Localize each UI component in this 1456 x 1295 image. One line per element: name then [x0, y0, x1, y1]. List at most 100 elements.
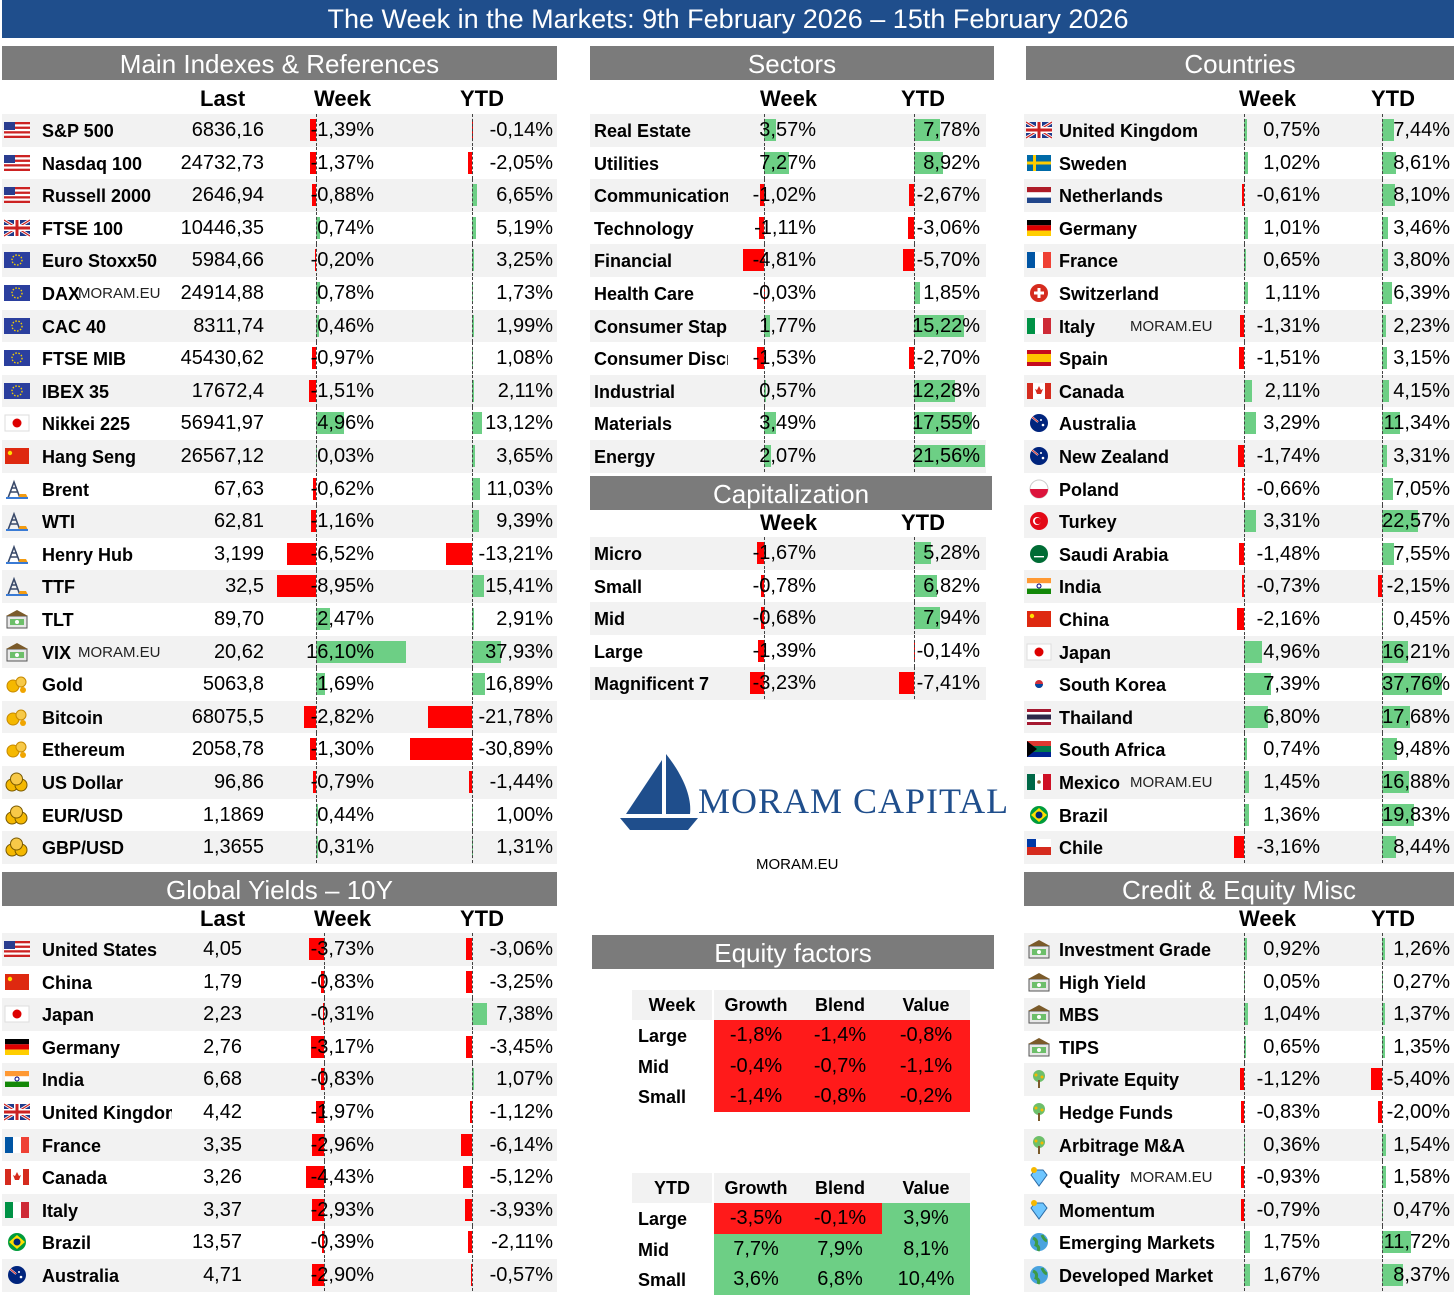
- ytd-value: 8,61%: [1393, 151, 1450, 174]
- week-change-cell: -0,39%: [268, 1226, 378, 1259]
- ytd-bar: [469, 1101, 472, 1123]
- ytd-change-cell: 1,37%: [1324, 998, 1454, 1031]
- ytd-bar: [1382, 1231, 1412, 1254]
- week-change-cell: 0,75%: [1214, 114, 1324, 146]
- ytd-value: 15,41%: [485, 575, 553, 598]
- week-change-cell: -1,39%: [730, 634, 820, 667]
- last-value: 2,76: [203, 1035, 242, 1058]
- week-change-cell: -4,81%: [730, 244, 820, 277]
- row-label: Financial: [594, 251, 673, 272]
- table-row: Mid -0,68% 7,94%: [590, 602, 986, 635]
- week-value: -0,79%: [1256, 1198, 1320, 1221]
- ytd-change-cell: 1,07%: [382, 1063, 557, 1096]
- ytd-bar: [1382, 738, 1398, 761]
- week-value: -4,81%: [752, 249, 816, 272]
- ytd-change-cell: 1,85%: [824, 277, 984, 309]
- factor-cell: -0,7%: [798, 1050, 882, 1081]
- row-label: Arbitrage M&A: [1059, 1135, 1186, 1156]
- poland-flag-icon: [1026, 478, 1052, 500]
- week-value: 4,96%: [317, 412, 374, 435]
- ytd-change-cell: 6,39%: [1324, 277, 1454, 309]
- last-value: 6,68: [203, 1068, 242, 1091]
- week-axis-line: [1244, 998, 1245, 1031]
- factor-cell: -0,8%: [882, 1020, 970, 1051]
- ytd-axis-line: [472, 440, 473, 472]
- week-change-cell: -0,88%: [268, 179, 378, 212]
- week-value: -0,79%: [310, 771, 374, 793]
- ytd-axis-line: [472, 733, 473, 766]
- table-row: TIPS 0,65% 1,35%: [1024, 1030, 1454, 1064]
- switzerland-flag-icon: [1026, 282, 1052, 304]
- week-axis-line: [1244, 635, 1245, 668]
- week-change-cell: 1,11%: [1214, 277, 1324, 309]
- table-row: Momentum -0,79% 0,47%: [1024, 1193, 1454, 1227]
- ytd-bar: [914, 282, 921, 304]
- ytd-change-cell: -2,67%: [824, 179, 984, 212]
- ytd-value: -13,21%: [478, 542, 554, 565]
- week-change-cell: -1,51%: [268, 374, 378, 407]
- ytd-bar: [472, 673, 485, 696]
- table-row: Brazil 13,57 -0,39% -2,11%: [2, 1226, 557, 1259]
- ytd-axis-line: [472, 998, 473, 1031]
- week-value: 0,65%: [1263, 249, 1320, 272]
- last-value: 6836,16: [191, 119, 264, 141]
- col-header-last: Last: [200, 86, 246, 111]
- table-row: IBEX 35 17672,4 -1,51% 2,11%: [2, 374, 557, 408]
- ytd-bar: [1382, 445, 1388, 467]
- week-bar: [1240, 1068, 1244, 1091]
- week-change-cell: 2,07%: [730, 440, 820, 472]
- table-row: Financial -4,81% -5,70%: [590, 244, 986, 277]
- week-axis-line: [1244, 407, 1245, 440]
- week-axis-line: [1244, 1161, 1245, 1194]
- table-row: Japan 4,96% 16,21%: [1024, 635, 1454, 669]
- table-row: United Kingdom 0,75% 7,44%: [1024, 114, 1454, 147]
- ytd-bar: [1382, 216, 1388, 239]
- ytd-value: 9,39%: [496, 510, 553, 533]
- ytd-axis-line: [914, 146, 915, 179]
- table-row: Consumer Staple 1,77% 15,22%: [590, 309, 986, 343]
- last-value: 5984,66: [191, 249, 264, 272]
- table-row: China 1,79 -0,83% -3,25%: [2, 965, 557, 999]
- week-axis-line: [316, 374, 317, 407]
- sweden-flag-icon: [1026, 152, 1052, 174]
- ytd-change-cell: 16,21%: [1324, 635, 1454, 668]
- week-change-cell: -0,73%: [1214, 570, 1324, 603]
- week-value: 2,47%: [317, 608, 374, 630]
- ytd-value: 3,46%: [1393, 216, 1450, 239]
- ytd-axis-line: [472, 965, 473, 998]
- table-row: Small -0,78% 6,82%: [590, 569, 986, 603]
- ytd-change-cell: -5,40%: [1324, 1063, 1454, 1096]
- bank-icon: [1026, 971, 1052, 993]
- ytd-change-cell: 11,72%: [1324, 1226, 1454, 1259]
- row-label: GBP/USD: [42, 838, 125, 859]
- factor-row-label: Small: [638, 1087, 687, 1107]
- week-value: -1,74%: [1256, 445, 1320, 467]
- ytd-axis-line: [472, 374, 473, 407]
- ytd-change-cell: 1,73%: [382, 277, 557, 309]
- ytd-bar: [470, 1264, 472, 1286]
- factor-cell: 10,4%: [882, 1264, 970, 1295]
- ytd-change-cell: -3,25%: [382, 965, 557, 998]
- diamond-icon: [1026, 1199, 1052, 1221]
- ytd-change-cell: -1,44%: [382, 766, 557, 798]
- week-change-cell: -0,79%: [1214, 1193, 1324, 1226]
- week-value: 1,45%: [1263, 771, 1320, 793]
- ytd-change-cell: 3,15%: [1324, 342, 1454, 375]
- ytd-change-cell: -7,41%: [824, 667, 984, 700]
- week-value: -6,52%: [310, 542, 374, 565]
- week-change-cell: -0,61%: [1214, 179, 1324, 212]
- last-value: 1,1869: [202, 803, 264, 826]
- row-label: Sweden: [1059, 153, 1128, 174]
- week-change-cell: 2,11%: [1214, 374, 1324, 407]
- week-value: 16,10%: [306, 640, 374, 663]
- ytd-axis-line: [1382, 505, 1383, 538]
- eu-flag-icon: [4, 347, 30, 369]
- ytd-axis-line: [472, 114, 473, 146]
- week-axis-line: [316, 733, 317, 766]
- week-value: 1,01%: [1263, 216, 1320, 239]
- row-label: Brazil: [1059, 805, 1109, 826]
- ytd-axis-line: [1382, 766, 1383, 798]
- factor-cell: -1,4%: [798, 1020, 882, 1051]
- ytd-value: 19,83%: [1382, 803, 1450, 826]
- ytd-bar: [1378, 1101, 1382, 1123]
